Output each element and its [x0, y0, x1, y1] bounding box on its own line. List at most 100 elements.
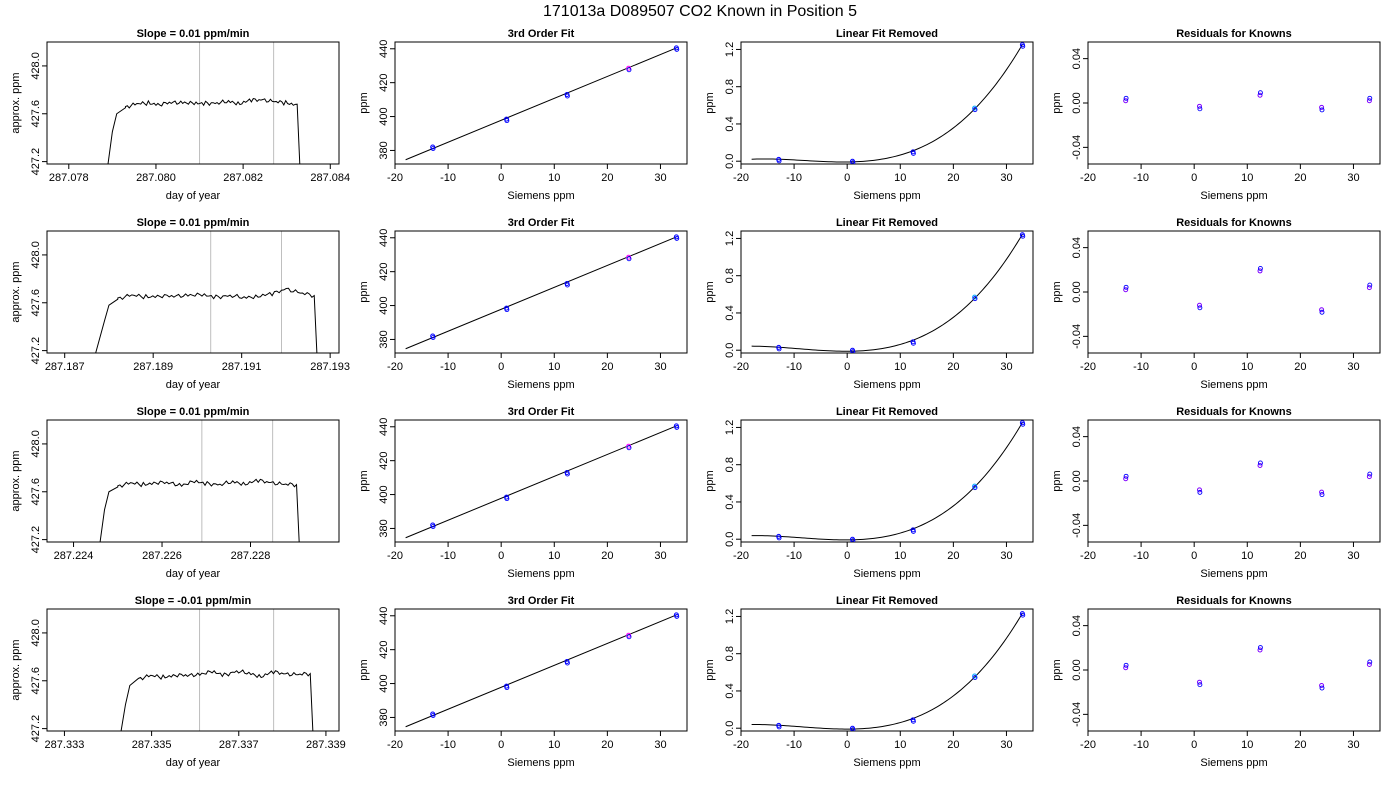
y-tick-label: 440 [378, 607, 390, 625]
plot-box [1087, 41, 1381, 165]
x-tick-label: 20 [1294, 361, 1306, 373]
plot-area [405, 234, 680, 350]
data-point [910, 718, 916, 724]
x-tick-label: -20 [387, 361, 403, 373]
x-tick-label: 287.333 [45, 739, 85, 751]
x-tick-label: -10 [1133, 550, 1149, 562]
data-point [1257, 645, 1263, 650]
panel-title: 3rd Order Fit [508, 595, 575, 607]
plot-area [751, 420, 1026, 542]
data-point [1319, 492, 1325, 498]
y-tick-label: 0.4 [724, 494, 736, 509]
data-point [564, 282, 570, 288]
y-tick-label: 380 [378, 330, 390, 348]
data-point [674, 235, 680, 241]
x-tick-label: -20 [733, 361, 749, 373]
panel-time-row3: Slope = 0.01 ppm/min 287.224 287.226 287.22… [10, 406, 340, 580]
y-tick-label: 427.2 [30, 526, 42, 554]
y-axis-label: ppm [704, 470, 716, 491]
x-tick-label: -20 [733, 172, 749, 184]
x-tick-label: -10 [786, 361, 802, 373]
x-tick-label: 10 [1241, 361, 1253, 373]
plot-area [751, 232, 1026, 353]
y-tick-label: 0.4 [724, 683, 736, 698]
x-tick-label: -20 [387, 739, 403, 751]
data-point [1257, 265, 1263, 271]
fit-curve [751, 422, 1023, 541]
data-point [1123, 98, 1129, 104]
x-tick-label: 20 [947, 361, 959, 373]
x-tick-label: 30 [1000, 550, 1012, 562]
data-point [1319, 685, 1325, 691]
x-tick-label: 30 [654, 361, 666, 373]
data-point [1257, 92, 1263, 98]
y-tick-label: 1.2 [724, 42, 736, 57]
data-point [674, 46, 680, 52]
panel-title: Slope = 0.01 ppm/min [137, 406, 250, 418]
y-tick-label: 420 [378, 640, 390, 658]
data-point [1123, 662, 1129, 668]
y-axis-label: ppm [358, 659, 370, 680]
y-tick-label: 0.00 [1071, 281, 1083, 302]
y-tick-label: 427.6 [30, 100, 42, 128]
time-series-line [107, 98, 301, 164]
y-axis-label: ppm [358, 281, 370, 302]
x-tick-label: 10 [894, 739, 906, 751]
x-tick-label: -10 [440, 739, 456, 751]
x-tick-label: 0 [844, 550, 850, 562]
data-point [776, 724, 782, 730]
fit-line [405, 614, 677, 728]
plot-box [740, 608, 1034, 732]
data-point [1123, 476, 1129, 482]
data-point [1020, 421, 1026, 427]
data-point [1319, 683, 1325, 689]
y-tick-label: 440 [378, 40, 390, 58]
x-axis-label: Siemens ppm [853, 379, 920, 391]
x-tick-label: 20 [601, 550, 613, 562]
data-point [504, 496, 510, 502]
y-tick-label: 1.2 [724, 609, 736, 624]
data-point [674, 424, 680, 430]
data-point [972, 675, 978, 681]
plot-area [405, 45, 680, 161]
y-axis-label: ppm [1051, 281, 1063, 302]
x-tick-label: 0 [498, 172, 504, 184]
panel-linrem-row4: Linear Fit Removed -20 -10 0 10 20 30 Siemens p… [704, 595, 1034, 769]
x-tick-label: 0 [1191, 361, 1197, 373]
x-tick-label: 10 [548, 361, 560, 373]
panel-title: 3rd Order Fit [508, 217, 575, 229]
x-tick-label: 287.335 [132, 739, 172, 751]
y-tick-label: 0.4 [724, 116, 736, 131]
data-point [1367, 659, 1373, 665]
plot-area [405, 612, 680, 728]
panel-time-row1: Slope = 0.01 ppm/min 287.078 287.080 287.08… [10, 28, 350, 202]
y-tick-label: 0.8 [724, 646, 736, 661]
data-point [1196, 302, 1202, 308]
data-point [626, 256, 632, 262]
plot-box [394, 41, 688, 165]
data-point [430, 146, 436, 152]
panel-fit3-row3: 3rd Order Fit -20 -10 0 10 20 30 Siemens ppm 380… [358, 406, 688, 580]
data-point [776, 158, 782, 164]
data-point [1196, 103, 1202, 109]
y-tick-label: 0.04 [1071, 615, 1083, 636]
x-tick-label: 287.078 [49, 172, 89, 184]
plot-box [394, 230, 688, 354]
x-tick-label: 10 [1241, 739, 1253, 751]
plot-box [1087, 608, 1381, 732]
panel-time-row4: Slope = -0.01 ppm/min 287.333 287.335 287.3… [10, 595, 346, 769]
plot-box [1087, 230, 1381, 354]
y-tick-label: 427.2 [30, 337, 42, 365]
panel-title: Slope = -0.01 ppm/min [135, 595, 252, 607]
data-point [1123, 95, 1129, 101]
x-tick-label: 10 [1241, 550, 1253, 562]
x-axis-label: Siemens ppm [507, 568, 574, 580]
y-tick-label: 428.0 [30, 619, 42, 647]
x-tick-label: 20 [1294, 739, 1306, 751]
data-point [430, 713, 436, 719]
x-tick-label: 0 [1191, 172, 1197, 184]
fit-curve [751, 613, 1023, 730]
plot-box [740, 230, 1034, 354]
data-point [1123, 473, 1129, 479]
data-point [910, 528, 916, 534]
